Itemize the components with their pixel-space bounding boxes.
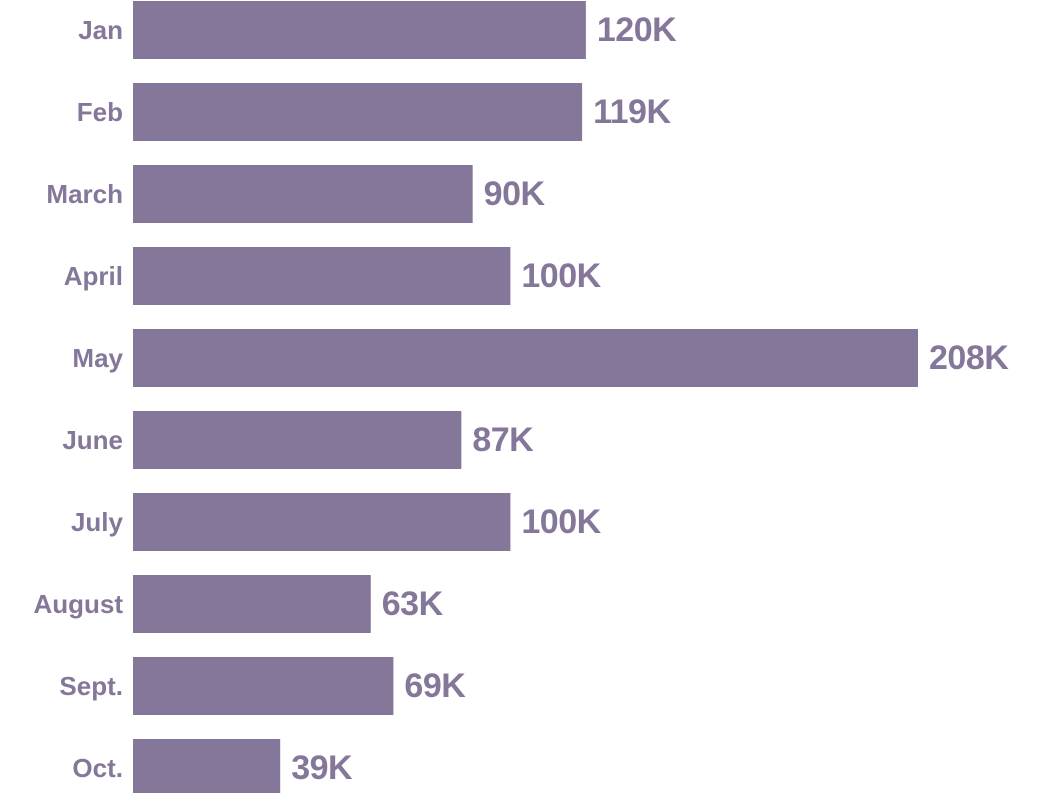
data-label: 63K: [382, 585, 444, 623]
bar-jan: [133, 1, 586, 59]
data-label: 120K: [597, 11, 677, 49]
data-label: 100K: [521, 503, 601, 541]
category-label: Oct.: [72, 753, 123, 783]
category-label: August: [33, 589, 123, 619]
bar-sept: [133, 657, 394, 715]
data-label: 119K: [593, 93, 671, 131]
category-labels-layer: Jan Feb March April May June July August Sept. Oc…: [33, 15, 123, 783]
bars-layer: [133, 1, 918, 793]
bar-may: [133, 329, 918, 387]
data-label: 90K: [484, 175, 546, 213]
category-label: July: [71, 507, 124, 537]
bar-march: [133, 165, 473, 223]
bar-june: [133, 411, 462, 469]
category-label: Feb: [77, 97, 123, 127]
bar-april: [133, 247, 511, 305]
category-label: March: [46, 179, 123, 209]
data-label: 69K: [404, 667, 466, 705]
data-label: 208K: [929, 339, 1009, 377]
category-label: Sept.: [59, 671, 123, 701]
data-label: 87K: [472, 421, 534, 459]
category-label: Jan: [78, 15, 123, 45]
data-label: 39K: [291, 749, 353, 787]
bar-july: [133, 493, 511, 551]
value-labels-layer: 120K 119K 90K 100K 208K 87K 100K 63K 69K 39K: [291, 11, 1010, 787]
category-label: April: [64, 261, 123, 291]
bar-august: [133, 575, 371, 633]
category-label: June: [62, 425, 123, 455]
bar-oct: [133, 739, 281, 793]
bar-feb: [133, 83, 583, 141]
category-label: May: [72, 343, 123, 373]
data-label: 100K: [521, 257, 601, 295]
